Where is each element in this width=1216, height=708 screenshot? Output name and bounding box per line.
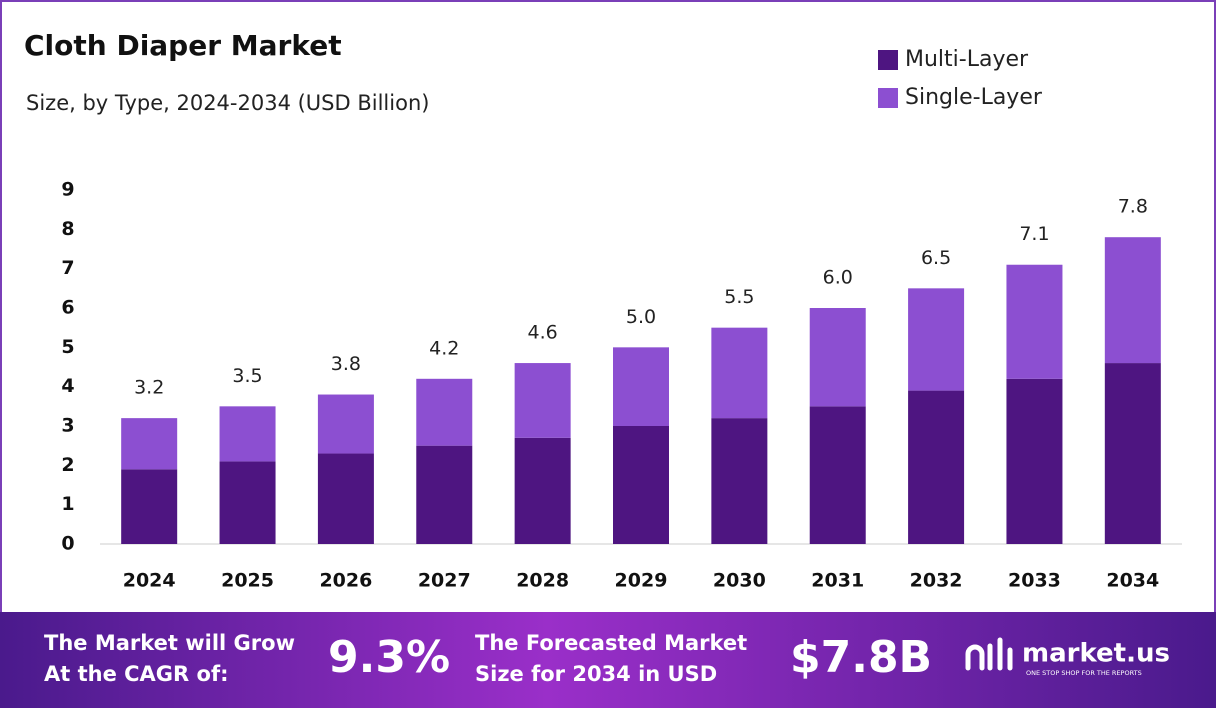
total-label: 4.6 bbox=[528, 322, 558, 344]
x-tick-label: 2029 bbox=[615, 570, 668, 592]
legend-swatch bbox=[878, 50, 898, 70]
bar-segment bbox=[809, 406, 866, 544]
brand: market.us bbox=[1022, 639, 1170, 669]
y-tick-label: 1 bbox=[61, 493, 74, 515]
footer-size: $7.8B bbox=[790, 632, 932, 683]
total-label: 3.5 bbox=[232, 365, 262, 387]
x-tick-label: 2024 bbox=[123, 570, 176, 592]
footer-band bbox=[0, 612, 1216, 708]
total-label: 3.8 bbox=[331, 353, 361, 375]
y-tick-label: 4 bbox=[61, 375, 74, 397]
bar-segment bbox=[711, 418, 768, 544]
footer-cagr: 9.3% bbox=[328, 632, 450, 683]
chart-subtitle: Size, by Type, 2024-2034 (USD Billion) bbox=[26, 91, 429, 115]
bar-segment bbox=[317, 453, 374, 544]
x-tick-label: 2026 bbox=[319, 570, 372, 592]
bar-segment bbox=[1104, 363, 1161, 544]
x-tick-label: 2033 bbox=[1008, 570, 1061, 592]
legend-label: Single-Layer bbox=[905, 85, 1043, 110]
y-tick-label: 0 bbox=[61, 533, 74, 555]
y-tick-label: 2 bbox=[61, 454, 74, 476]
bar-segment bbox=[416, 445, 473, 544]
bar-segment bbox=[1006, 264, 1063, 379]
bar-segment bbox=[613, 347, 669, 426]
legend-label: Multi-Layer bbox=[905, 47, 1029, 72]
bar-segment bbox=[908, 390, 965, 544]
footer-text: At the CAGR of: bbox=[44, 662, 229, 686]
total-label: 3.2 bbox=[134, 377, 164, 399]
bar-segment bbox=[711, 327, 768, 419]
logo-icon bbox=[965, 637, 1013, 671]
total-label: 5.0 bbox=[626, 306, 656, 328]
x-tick-label: 2027 bbox=[418, 570, 471, 592]
legend-swatch bbox=[878, 88, 898, 108]
bar-segment bbox=[613, 426, 669, 544]
y-tick-label: 7 bbox=[61, 257, 74, 279]
bar-segment bbox=[514, 437, 571, 544]
x-tick-label: 2028 bbox=[516, 570, 569, 592]
total-label: 4.2 bbox=[429, 337, 459, 359]
bar-segment bbox=[1006, 378, 1063, 544]
x-tick-label: 2032 bbox=[910, 570, 963, 592]
chart-title: Cloth Diaper Market bbox=[24, 29, 342, 62]
y-tick-label: 3 bbox=[61, 415, 74, 437]
total-label: 6.5 bbox=[921, 247, 951, 269]
y-tick-label: 8 bbox=[61, 218, 74, 240]
x-tick-label: 2034 bbox=[1106, 570, 1159, 592]
footer-text: Size for 2034 in USD bbox=[475, 662, 717, 686]
bar-segment bbox=[514, 363, 571, 438]
total-label: 5.5 bbox=[724, 286, 754, 308]
bar-segment bbox=[416, 378, 473, 446]
x-tick-label: 2031 bbox=[811, 570, 864, 592]
x-tick-label: 2030 bbox=[713, 570, 766, 592]
footer-text: The Forecasted Market bbox=[475, 631, 747, 655]
bar-segment bbox=[219, 461, 276, 544]
bar-segment bbox=[809, 308, 866, 407]
total-label: 7.8 bbox=[1118, 196, 1148, 218]
bar-segment bbox=[219, 406, 276, 462]
bar-segment bbox=[317, 394, 374, 454]
bar-segment bbox=[121, 418, 178, 470]
bar-segment bbox=[1104, 237, 1161, 364]
footer-text: The Market will Grow bbox=[44, 631, 295, 655]
tagline: ONE STOP SHOP FOR THE REPORTS bbox=[1026, 669, 1142, 677]
y-tick-label: 9 bbox=[61, 179, 74, 201]
bar-segment bbox=[908, 288, 965, 391]
total-label: 7.1 bbox=[1019, 223, 1049, 245]
y-tick-label: 6 bbox=[61, 297, 74, 319]
bar-segment bbox=[121, 469, 178, 544]
x-tick-label: 2025 bbox=[221, 570, 274, 592]
total-label: 6.0 bbox=[823, 267, 853, 289]
y-tick-label: 5 bbox=[61, 336, 74, 358]
